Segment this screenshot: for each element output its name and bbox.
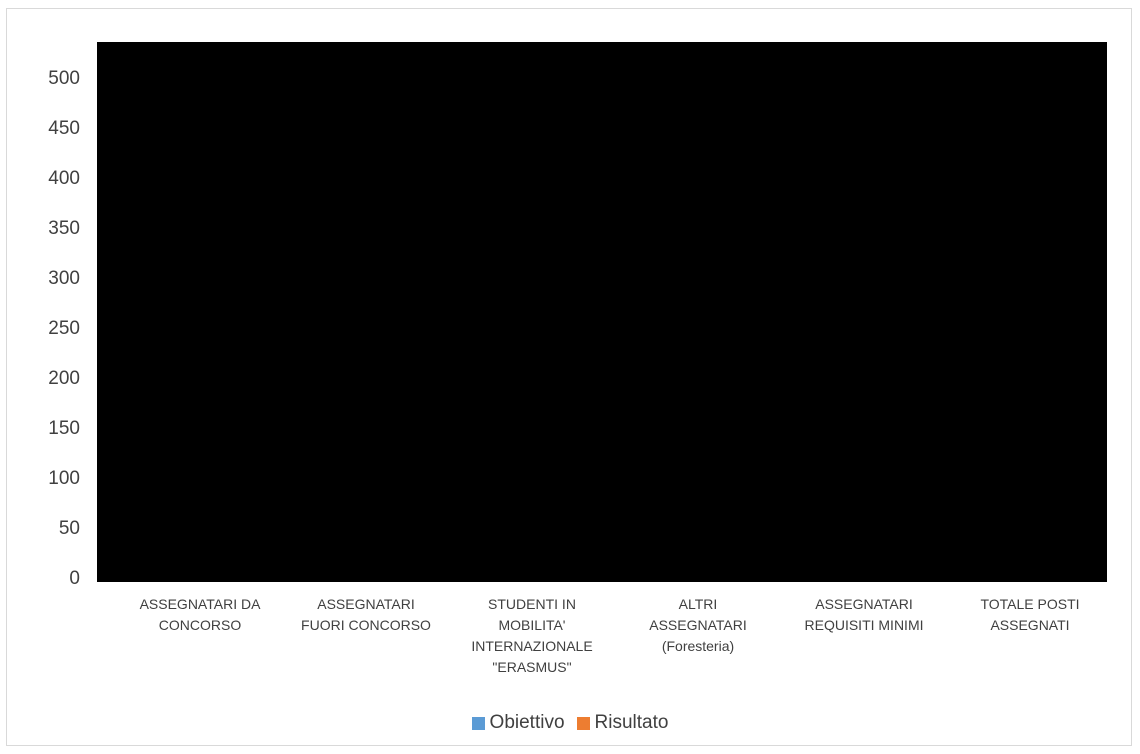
x-tick-label: "ERASMUS" <box>492 659 571 675</box>
x-tick-label: TOTALE POSTI <box>980 596 1079 612</box>
x-axis-labels: ASSEGNATARI DA CONCORSO ASSEGNATARI FUORI C… <box>140 596 1080 675</box>
y-axis-labels: 0 50 100 150 200 250 300 350 400 450 500 <box>48 68 80 589</box>
y-tick-label: 350 <box>48 218 80 239</box>
x-tick-label: CONCORSO <box>159 617 242 633</box>
x-tick-label: (Foresteria) <box>662 638 734 654</box>
x-tick-label: ASSEGNATARI <box>649 617 747 633</box>
y-tick-label: 300 <box>48 268 80 289</box>
y-tick-label: 400 <box>48 168 80 189</box>
legend: Obiettivo Risultato <box>0 712 1140 736</box>
y-tick-label: 50 <box>59 518 80 539</box>
x-tick-label: ASSEGNATI <box>990 617 1069 633</box>
legend-swatch <box>471 716 485 730</box>
x-tick-label: FUORI CONCORSO <box>301 617 431 633</box>
legend-item-risultato: Risultato <box>576 712 669 734</box>
legend-label: Risultato <box>594 712 669 733</box>
legend-item-obiettivo: Obiettivo <box>471 712 565 734</box>
x-tick-label: ASSEGNATARI DA <box>140 596 262 612</box>
y-tick-label: 100 <box>48 468 80 489</box>
x-tick-label: REQUISITI MINIMI <box>805 617 924 633</box>
x-tick-label: ASSEGNATARI <box>815 596 913 612</box>
y-tick-label: 450 <box>48 118 80 139</box>
x-tick-label: ALTRI <box>679 596 718 612</box>
y-tick-label: 0 <box>69 568 80 589</box>
y-tick-label: 200 <box>48 368 80 389</box>
y-tick-label: 150 <box>48 418 80 439</box>
legend-label: Obiettivo <box>489 712 565 733</box>
legend-swatch <box>576 716 590 730</box>
x-tick-label: INTERNAZIONALE <box>471 638 592 654</box>
y-tick-label: 500 <box>48 68 80 89</box>
x-tick-label: STUDENTI IN <box>488 596 576 612</box>
x-tick-label: ASSEGNATARI <box>317 596 415 612</box>
plot-area <box>97 42 1107 582</box>
x-tick-label: MOBILITA' <box>499 617 566 633</box>
y-tick-label: 250 <box>48 318 80 339</box>
